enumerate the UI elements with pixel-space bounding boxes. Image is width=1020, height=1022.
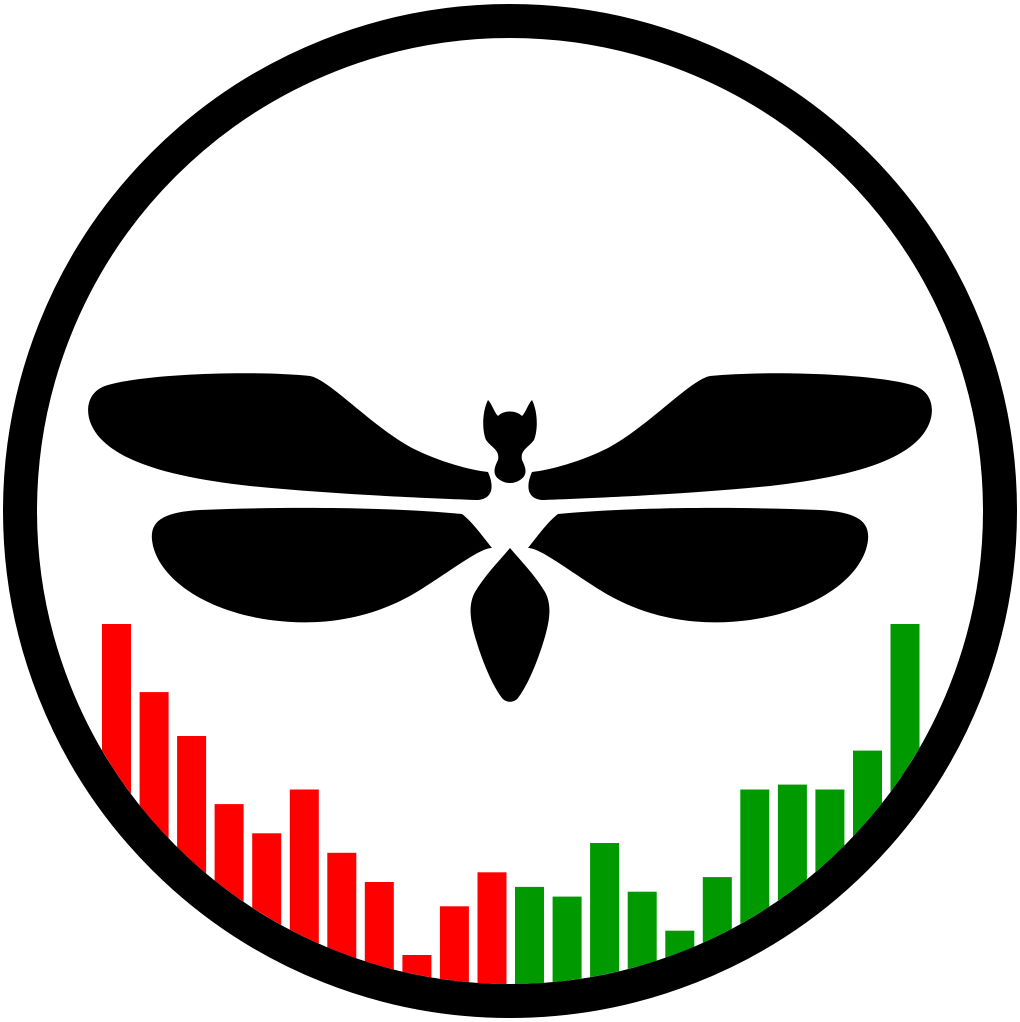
upper-left-wing — [88, 373, 492, 500]
lower-left-wing — [151, 507, 492, 623]
green-bar — [740, 789, 770, 984]
green-bar — [552, 896, 582, 984]
red-bar — [439, 906, 469, 984]
green-bar — [515, 886, 544, 984]
lower-right-wing — [528, 507, 869, 623]
moth-silhouette-icon — [88, 373, 932, 702]
red-bar — [477, 872, 507, 984]
emblem-background — [20, 21, 1000, 1001]
moth-abdomen — [470, 548, 550, 702]
upper-right-wing — [528, 373, 932, 500]
moth-head — [483, 400, 537, 483]
green-bar — [590, 843, 620, 984]
emblem-ring — [3, 4, 1017, 1018]
